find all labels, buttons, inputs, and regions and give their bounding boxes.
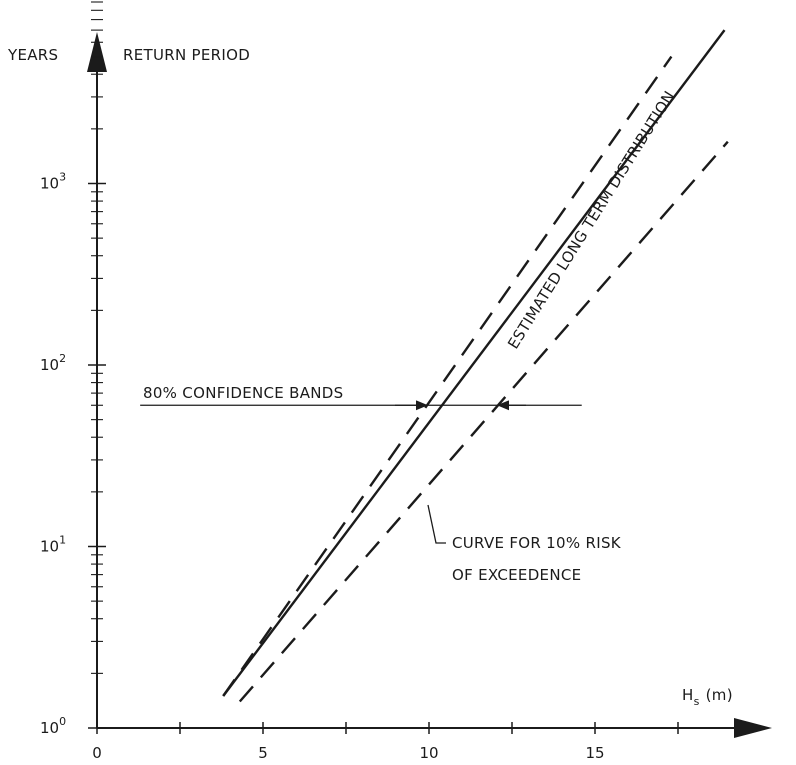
x-axis-arrow bbox=[734, 718, 772, 738]
x-axis-label-unit: (m) bbox=[706, 686, 733, 704]
x-axis-label-symbol: H bbox=[682, 686, 694, 704]
y-axis-label-years: YEARS bbox=[7, 46, 58, 64]
estimated-distribution-label: ESTIMATED LONG TERM DISTRIBUTION bbox=[504, 88, 679, 352]
series-layer bbox=[222, 29, 729, 703]
x-tick-label: 5 bbox=[258, 744, 268, 762]
x-axis-label: Hs (m) bbox=[682, 686, 733, 708]
series-line-1 bbox=[222, 29, 726, 697]
y-tick-label: 102 bbox=[40, 352, 66, 374]
y-tick-label: 103 bbox=[40, 171, 66, 193]
x-tick-label: 10 bbox=[419, 744, 438, 762]
risk-curve-label-line1: CURVE FOR 10% RISK bbox=[452, 534, 622, 552]
y-tick-label: 100 bbox=[40, 715, 66, 737]
axis-ticks: 0 5 10 15 100 101 102 103 bbox=[40, 1, 679, 762]
x-tick-label: 15 bbox=[585, 744, 604, 762]
series-line-3 bbox=[238, 140, 729, 703]
y-tick-label: 101 bbox=[40, 534, 66, 556]
confidence-bands-label: 80% CONFIDENCE BANDS bbox=[143, 384, 343, 402]
y-axis-arrow bbox=[87, 32, 107, 72]
series-line-2 bbox=[222, 55, 673, 697]
x-tick-label: 0 bbox=[92, 744, 102, 762]
x-axis-label-subscript: s bbox=[694, 695, 700, 708]
y-axis-label-return-period: RETURN PERIOD bbox=[123, 46, 250, 64]
risk-curve-leader bbox=[427, 504, 446, 544]
risk-curve-label-line2: OF EXCEEDENCE bbox=[452, 566, 581, 584]
